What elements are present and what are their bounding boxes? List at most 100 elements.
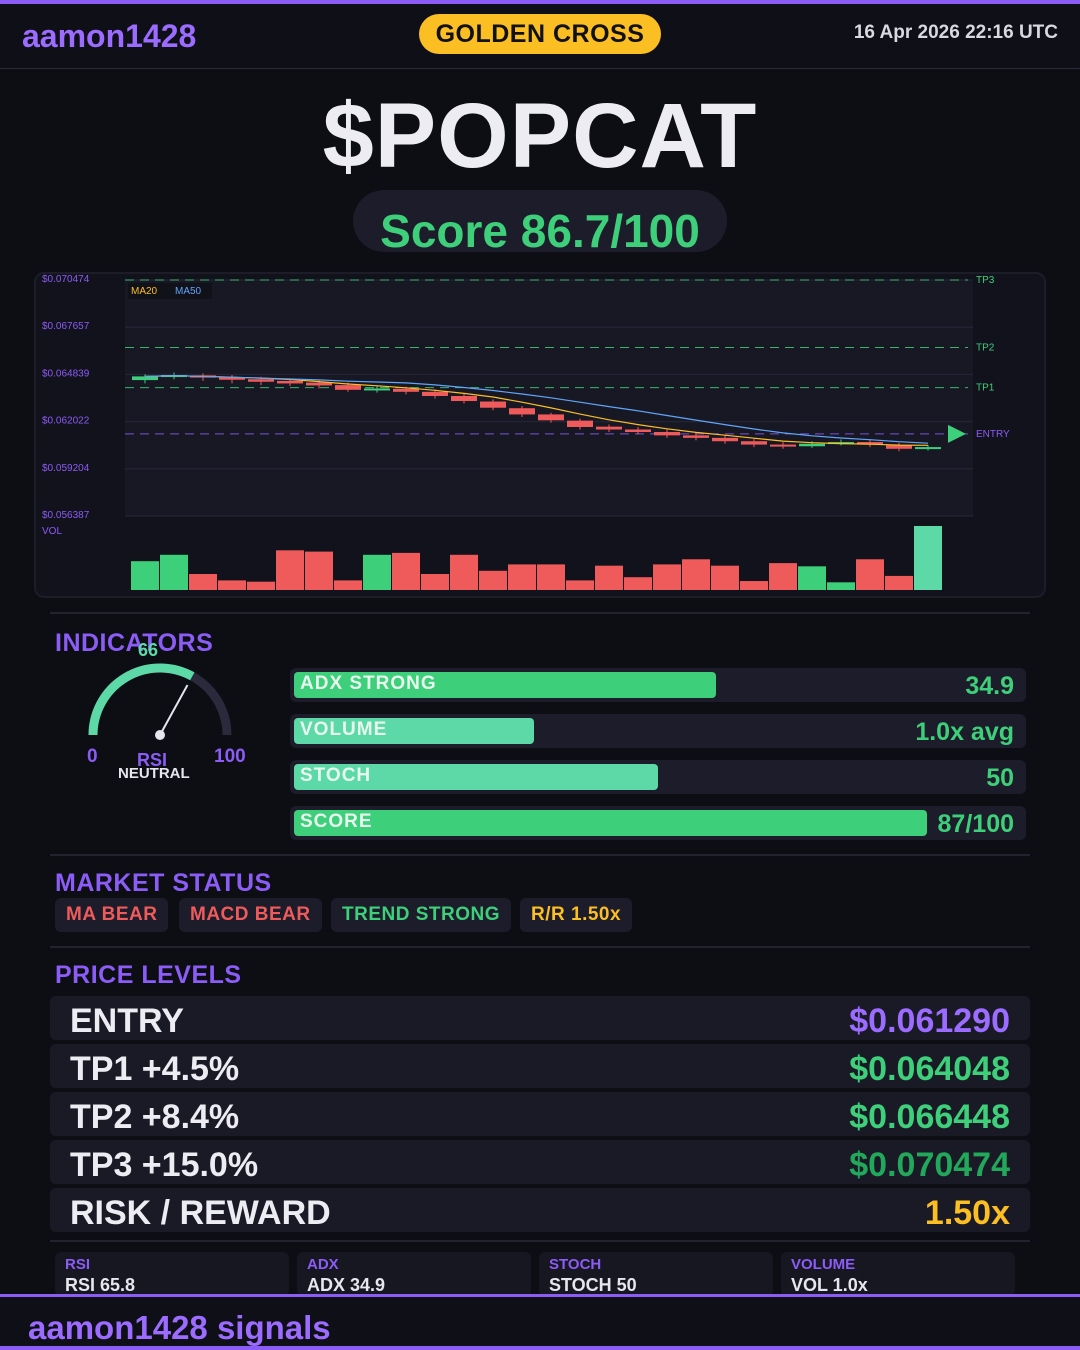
candle-body [886,445,912,449]
volume-bar [769,563,797,590]
score-bar-fill [294,810,927,836]
footer-text: aamon1428 signals [28,1309,331,1346]
volume-bar [247,581,275,590]
level-label-tp2: TP2 [976,342,995,353]
summary-card-adx: ADX ADX 34.9 [297,1252,531,1296]
summary-card-title: STOCH [549,1256,602,1273]
volume-bar [392,552,420,590]
bottom-accent-line [0,1346,1080,1350]
entry-arrow-icon [948,424,966,443]
stoch-bar-fill [294,764,658,790]
candle-body [393,388,419,392]
candle-body [480,401,506,408]
candle-body [219,377,245,380]
summary-card-title: VOLUME [791,1256,856,1273]
divider [50,946,1030,948]
divider [50,854,1030,856]
divider [50,1240,1030,1242]
volume-bar [624,577,652,590]
volume-bar [595,565,623,590]
rsi-gauge-fill [88,663,195,736]
status-chip-macd: MACD BEAR [179,898,322,932]
timestamp: 16 Apr 2026 22:16 UTC [853,22,1058,43]
level-label-tp3: TP3 [976,275,995,286]
score-bar: SCORE 87/100 [290,806,1026,840]
y-tick-label: $0.067657 [42,321,90,332]
market-status-title: MARKET STATUS [55,869,272,897]
y-tick-label: $0.056387 [42,510,90,521]
level-row-tp2: TP2 +8.4% $0.066448 [50,1092,1030,1136]
candle-body [770,444,796,447]
level-label: ENTRY [70,1002,184,1040]
volume-bar [885,575,913,590]
header: aamon1428 GOLDEN CROSS 16 Apr 2026 22:16… [0,4,1080,69]
summary-card-value: RSI 65.8 [65,1275,136,1295]
volume-bar [305,551,333,590]
candle-body [422,391,448,396]
volume-bar [189,574,217,590]
candle-body [799,443,825,447]
status-chip-trend: TREND STRONG [331,898,511,932]
rsi-gauge-hub [155,730,165,740]
volume-axis-label: VOL [42,526,62,537]
volume-bar [450,554,478,590]
volume-bar [914,526,942,590]
volume-bar [334,580,362,590]
y-tick-label: $0.062022 [42,416,90,427]
candle-body [654,432,680,436]
volume-bar [856,559,884,590]
price-levels-title: PRICE LEVELS [55,961,242,989]
y-tick-label: $0.064839 [42,368,90,379]
candle-body [335,385,361,390]
status-chip-rr: R/R 1.50x [520,898,633,932]
volume-bar-value: 1.0x avg [915,718,1014,746]
score-bar-label: SCORE [300,811,373,832]
score-pill [353,190,727,252]
candle-body [509,408,535,415]
candle-body [567,420,593,427]
volume-bar-fill [294,718,534,744]
divider [50,612,1030,614]
footer: aamon1428 signals [0,1294,1080,1350]
summary-card-volume: VOLUME VOL 1.0x [781,1252,1015,1296]
level-row-entry: ENTRY $0.061290 [50,996,1030,1040]
adx-bar-label: ADX STRONG [300,673,437,694]
volume-bar [740,581,768,590]
volume-bar [827,582,855,590]
summary-card-value: STOCH 50 [549,1275,637,1295]
volume-bar [276,550,304,590]
summary-card-value: VOL 1.0x [791,1275,868,1295]
volume-bar [566,580,594,590]
volume-bar [508,564,536,590]
adx-bar-fill [294,672,716,698]
candle-body [596,426,622,430]
candle-body [683,435,709,438]
candle-body [712,437,738,442]
volume-bar [160,554,188,590]
legend-ma50: MA50 [175,286,202,297]
candle-body [364,388,390,391]
rsi-gauge [88,663,232,740]
candle-body [625,429,651,433]
level-row-tp3: TP3 +15.0% $0.070474 [50,1140,1030,1184]
ma50-line [144,375,929,444]
status-chip-ma: MA BEAR [55,898,169,932]
level-value: $0.066448 [849,1098,1010,1136]
stoch-bar: STOCH 50 [290,760,1026,794]
level-label: RISK / REWARD [70,1194,331,1232]
volume-bar [682,559,710,590]
volume-bar [421,574,449,590]
level-value: 1.50x [924,1194,1010,1232]
candle-body [132,376,158,381]
summary-card-title: ADX [307,1256,339,1273]
volume-bar [218,580,246,590]
level-label: TP3 +15.0% [70,1146,259,1184]
adx-bar: ADX STRONG 34.9 [290,668,1026,702]
brand-name: aamon1428 [22,18,197,54]
volume-bar [798,566,826,590]
candle-body [741,441,767,445]
level-label: TP1 +4.5% [70,1050,240,1088]
rsi-gauge-track [88,663,232,736]
level-row-risk-reward: RISK / REWARD 1.50x [50,1188,1030,1232]
price-chart: $0.070474 $0.067657 $0.064839 $0.062022 $0.0… [42,274,1010,590]
